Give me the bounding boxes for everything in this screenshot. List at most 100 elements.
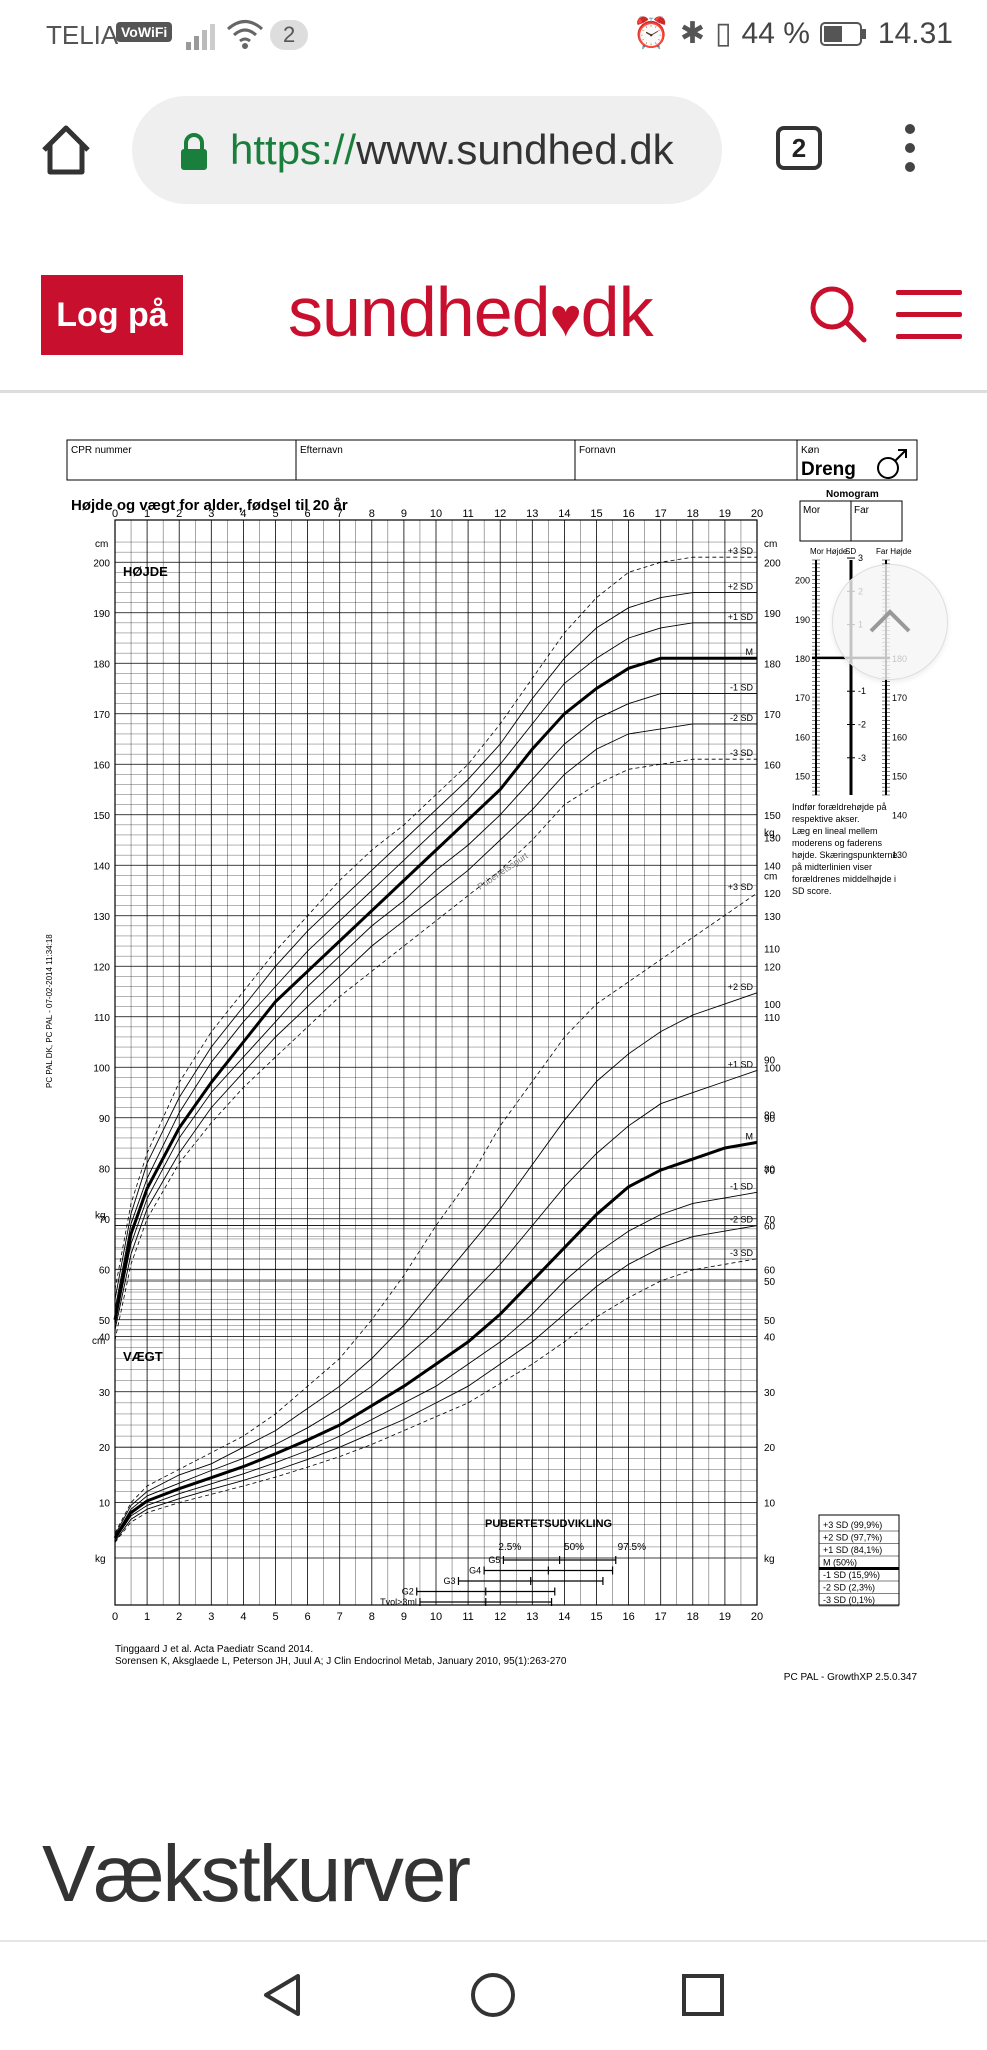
nomogram-tick-label: 200 (795, 576, 810, 586)
nomogram-tick-label: 170 (795, 693, 810, 703)
weight-tick-label: 120 (764, 889, 781, 900)
legend-entry: +2 SD (97,7%) (823, 1533, 882, 1543)
x-tick-label: 2 (176, 1611, 182, 1623)
series-label: M (746, 647, 754, 657)
ref-line-2: Sorensen K, Aksglaede L, Peterson JH, Ju… (115, 1656, 567, 1667)
logo-suffix: dk (580, 273, 654, 351)
x-tick-label: 0 (112, 508, 118, 520)
battery-percent: 44 % (741, 16, 810, 50)
x-tick-label: 16 (622, 1611, 634, 1623)
notification-count-badge: 2 (270, 20, 309, 50)
x-tick-label: 17 (655, 508, 667, 520)
back-icon[interactable] (258, 1970, 308, 2020)
height-curve (114, 556, 757, 1290)
legend-entry: M (50%) (823, 1558, 857, 1568)
height-label: HØJDE (123, 564, 168, 579)
series-label: -3 SD (730, 748, 754, 758)
scroll-to-top-button[interactable] (832, 564, 948, 680)
wifi-icon (227, 20, 263, 49)
search-icon[interactable] (808, 284, 868, 344)
weight-curve (114, 1258, 758, 1543)
x-tick-label: 19 (719, 508, 731, 520)
url-bar[interactable]: https://www.sundhed.dk (132, 96, 722, 204)
x-tick-label: 11 (462, 508, 473, 520)
series-label: M (746, 1131, 754, 1141)
growth-chart: CPR nummer Efternavn Fornavn Køn Dreng H… (40, 420, 940, 1700)
x-tick-label: 5 (272, 508, 278, 520)
x-tick-label: 10 (430, 508, 442, 520)
chart-grid (114, 519, 758, 1606)
url-host: www.sundhed.dk (356, 126, 674, 173)
puberty-row-label: G5 (488, 1555, 500, 1565)
carrier-label: TELIA (46, 20, 119, 50)
system-nav-bar (0, 1940, 987, 2050)
weight-curve (114, 992, 758, 1535)
legend-entry: -2 SD (2,3%) (823, 1583, 875, 1593)
height-tick-label: 140 (93, 861, 110, 872)
home-icon[interactable] (38, 122, 94, 178)
unit-label: kg (764, 828, 775, 839)
x-tick-label: 8 (369, 1611, 375, 1623)
height-tick-label: 60 (99, 1265, 111, 1276)
browser-menu-button[interactable] (898, 124, 922, 178)
weight-curve (114, 1191, 758, 1540)
home-circle-icon[interactable] (468, 1970, 518, 2020)
legend-entry: +3 SD (99,9%) (823, 1520, 882, 1530)
weight-tick-label: 70 (764, 1166, 776, 1177)
x-tick-label: 15 (590, 1611, 602, 1623)
login-button[interactable]: Log på (41, 275, 183, 355)
height-curve (114, 758, 757, 1341)
legend-entry: -3 SD (0,1%) (823, 1595, 875, 1605)
height-tick-label: 180 (93, 659, 110, 670)
legend-entry: -1 SD (15,9%) (823, 1570, 880, 1580)
x-tick-label: 19 (719, 1611, 731, 1623)
sd-legend: +3 SD (99,9%) +2 SD (97,7%) +1 SD (84,1%) M… (818, 1514, 900, 1607)
x-tick-label: 9 (401, 1611, 407, 1623)
series-label: +3 SD (728, 882, 754, 892)
nomogram-sd-label: -2 (858, 720, 866, 730)
nomogram-tick-label: 130 (892, 850, 907, 860)
x-tick-label: 5 (272, 1611, 278, 1623)
height-tick-label: 70 (764, 1215, 776, 1226)
nomogram-note-line: moderens og faderens (792, 838, 883, 848)
series-label: +2 SD (728, 982, 754, 992)
height-tick-label: 190 (764, 609, 781, 620)
nomogram-note-line: Læg en lineal mellem (792, 826, 878, 836)
x-tick-label: 3 (208, 508, 214, 520)
status-right: ⏰ ✱ ▯ 44 % 14.31 (633, 16, 953, 51)
x-tick-label: 2 (176, 508, 182, 520)
height-tick-label: 170 (764, 710, 781, 721)
nomogram-father-height: Far Højde (876, 547, 912, 556)
x-tick-label: 3 (208, 1611, 214, 1623)
nomogram-tick-label: 190 (795, 615, 810, 625)
nomogram-tick-label: 180 (795, 654, 810, 664)
series-label: -1 SD (730, 683, 754, 693)
tab-switcher-button[interactable]: 2 (776, 126, 822, 170)
x-tick-label: 14 (558, 1611, 570, 1623)
site-logo[interactable]: sundhed♥dk (288, 272, 654, 352)
weight-tick-label: 30 (764, 1388, 776, 1399)
height-tick-label: 100 (764, 1063, 781, 1074)
weight-curve (114, 892, 758, 1534)
chevron-up-icon (869, 609, 911, 633)
series-label: -1 SD (730, 1181, 754, 1191)
cpr-label: CPR nummer (71, 445, 132, 456)
puberty-percent: 50% (564, 1542, 584, 1553)
recents-icon[interactable] (680, 1972, 726, 2018)
height-tick-label: 110 (94, 1013, 110, 1024)
height-tick-label: 110 (764, 1013, 780, 1024)
nomogram-note-line: respektive akser. (792, 814, 860, 824)
x-tick-label: 20 (751, 508, 763, 520)
series-label: -2 SD (730, 713, 754, 723)
height-tick-label: 90 (764, 1114, 776, 1125)
nomogram-tick-label: 140 (892, 811, 907, 821)
signal-icon (186, 24, 215, 50)
weight-tick-label: 30 (99, 1388, 111, 1399)
weight-series (113, 892, 758, 1543)
site-header: Log på sundhed♥dk (0, 230, 987, 393)
height-tick-label: 60 (764, 1265, 776, 1276)
x-tick-label: 13 (526, 1611, 538, 1623)
menu-icon[interactable] (896, 290, 962, 356)
